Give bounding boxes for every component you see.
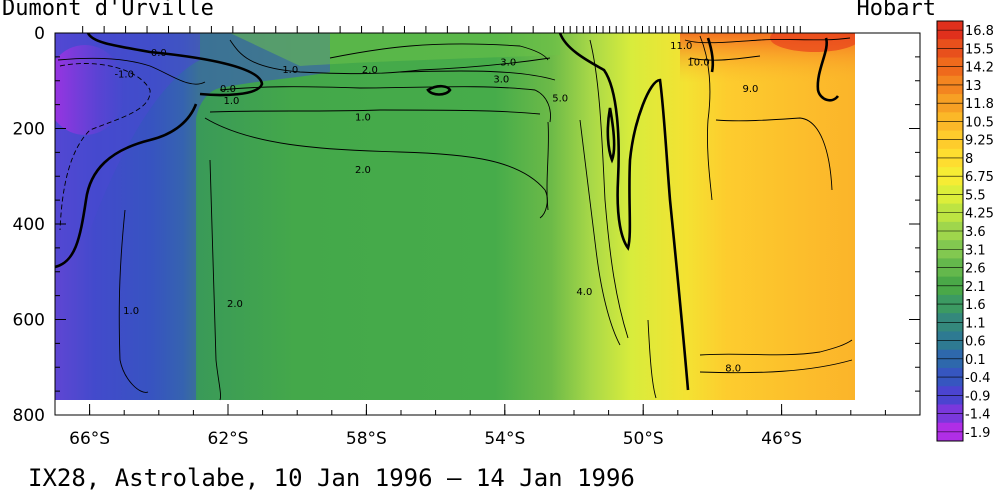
chart-caption: IX28, Astrolabe, 10 Jan 1996 – 14 Jan 19… <box>28 464 635 492</box>
colorbar-label: 2.6 <box>965 262 986 277</box>
contour-labels: 0.0-1.0 1.0 2.03.03.00.01.01.02.05.011.010… <box>114 41 758 374</box>
colorbar-label: 1.1 <box>965 316 986 331</box>
colorbar-label: 4.25 <box>965 207 994 222</box>
colorbar-label: 15.5 <box>965 42 994 57</box>
station-ticks <box>82 26 801 33</box>
station-label-left: Dumont d'Urville <box>2 0 214 21</box>
contour-label: 2.0 <box>355 165 371 176</box>
colorbar-label: 2.1 <box>965 280 986 295</box>
x-tick-label: 54°S <box>484 429 525 449</box>
contour-label: 4.0 <box>576 287 592 298</box>
colorbar: 16.8 15.5 14.2 13 11.8 10.5 9.25 8 6.75 5.5 4.25 3.… <box>936 20 994 442</box>
station-label-right: Hobart <box>856 0 936 21</box>
contour-label: 1.0 <box>224 96 240 107</box>
contour-label: 8.0 <box>725 363 741 374</box>
contour-label: 0.0 <box>220 84 236 95</box>
y-axis-ticks: 0 200 400 600 800 <box>13 24 920 426</box>
y-tick-label: 200 <box>13 120 45 140</box>
contour-label: 0.0 <box>151 48 167 59</box>
contour-label: 5.0 <box>552 93 568 104</box>
y-tick-label: 0 <box>34 24 45 44</box>
colorbar-label: 10.5 <box>965 115 994 130</box>
colorbar-label: -1.4 <box>965 408 990 423</box>
contour-label: 3.0 <box>500 58 516 69</box>
contour-label: 1.0 <box>355 113 371 124</box>
x-axis-ticks: 66°S 62°S 58°S 54°S 50°S 46°S <box>54 404 921 449</box>
colorbar-label: 9.25 <box>965 134 994 149</box>
contour-label: 9.0 <box>743 84 759 95</box>
x-tick-label: 62°S <box>208 429 249 449</box>
colorbar-label: -0.4 <box>965 371 990 386</box>
x-tick-label: 66°S <box>69 429 110 449</box>
contour-label: 11.0 <box>670 41 692 52</box>
heatmap-field <box>55 33 855 400</box>
x-tick-label: 50°S <box>623 429 664 449</box>
contour-label: 3.0 <box>493 74 509 85</box>
x-tick-label: 46°S <box>761 429 802 449</box>
colorbar-label: 8 <box>965 152 973 167</box>
colorbar-label: 3.1 <box>965 243 986 258</box>
contour-label: 1.0 <box>282 65 298 76</box>
contour-label: -1.0 <box>114 70 134 81</box>
colorbar-label: 5.5 <box>965 188 986 203</box>
colorbar-label: 14.2 <box>965 61 994 76</box>
colorbar-label: 1.6 <box>965 298 986 313</box>
colorbar-label: 6.75 <box>965 170 994 185</box>
x-tick-label: 58°S <box>346 429 387 449</box>
contour-label: 1.0 <box>123 306 139 317</box>
y-tick-label: 600 <box>13 311 45 331</box>
contour-label: 2.0 <box>227 299 243 310</box>
colorbar-label: -1.9 <box>965 426 990 441</box>
y-tick-label: 800 <box>13 406 45 426</box>
colorbar-label: 13 <box>965 79 982 94</box>
colorbar-label: -0.9 <box>965 389 990 404</box>
contour-label: 10.0 <box>687 58 709 69</box>
colorbar-label: 11.8 <box>965 97 994 112</box>
colorbar-label: 0.6 <box>965 335 986 350</box>
y-tick-label: 400 <box>13 215 45 235</box>
colorbar-label: 0.1 <box>965 353 986 368</box>
colorbar-label: 16.8 <box>965 24 994 39</box>
bold-contours <box>54 32 840 391</box>
colorbar-label: 3.6 <box>965 225 986 240</box>
contour-lines <box>57 35 853 401</box>
contour-label: 2.0 <box>362 65 378 76</box>
